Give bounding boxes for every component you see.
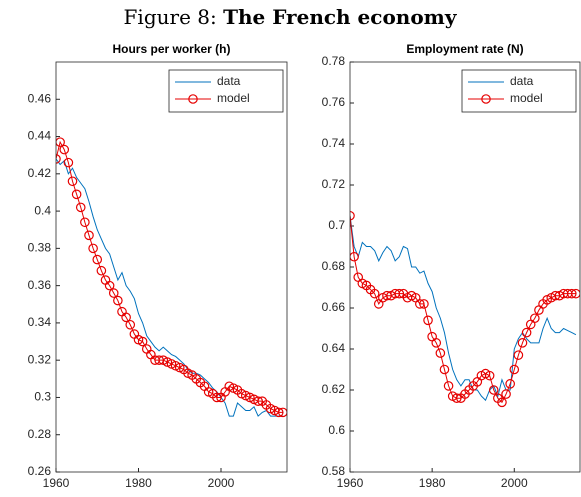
marker	[350, 251, 359, 262]
y-tick-label: 0.76	[322, 95, 346, 109]
plot-area	[350, 210, 580, 408]
y-tick-label: 0.66	[322, 300, 346, 314]
axes-title: Hours per worker (h)	[112, 42, 230, 56]
y-tick-label: 0.4	[34, 203, 51, 217]
series-line	[56, 158, 283, 417]
marker	[273, 407, 284, 418]
marker	[443, 381, 454, 391]
marker	[513, 350, 524, 360]
marker	[113, 295, 123, 306]
marker	[84, 230, 94, 241]
marker	[423, 315, 433, 326]
marker	[137, 336, 148, 347]
legend-label: model	[510, 91, 543, 105]
marker	[278, 407, 287, 418]
y-tick-label: 0.3	[34, 390, 51, 404]
axes-title: Employment rate (N)	[406, 42, 523, 56]
marker	[108, 288, 119, 298]
marker	[394, 288, 405, 299]
marker	[517, 338, 528, 348]
marker	[488, 385, 499, 395]
marker	[505, 379, 515, 389]
marker	[104, 280, 115, 291]
marker	[566, 288, 577, 299]
x-tick-label: 2000	[208, 476, 235, 490]
marker	[350, 210, 355, 221]
marker	[530, 313, 540, 324]
marker	[121, 312, 131, 323]
legend-marker	[188, 94, 198, 104]
marker	[509, 364, 520, 375]
y-tick-label: 0.26	[28, 464, 52, 478]
marker	[56, 154, 61, 164]
series-line	[56, 140, 283, 413]
marker	[253, 396, 263, 406]
legend-label: model	[217, 91, 250, 105]
marker	[56, 137, 65, 147]
marker	[484, 370, 495, 381]
y-tick-label: 0.62	[322, 382, 346, 396]
y-tick-label: 0.6	[328, 423, 345, 437]
marker	[439, 364, 450, 375]
axes-box	[349, 61, 581, 473]
marker	[88, 243, 98, 254]
marker	[497, 397, 507, 408]
y-tick-label: 0.34	[28, 315, 52, 329]
x-tick-label: 1960	[337, 476, 364, 490]
marker	[435, 348, 446, 358]
plot-area	[56, 137, 287, 418]
marker	[96, 265, 107, 276]
y-tick-label: 0.32	[28, 352, 52, 366]
y-tick-label: 0.38	[28, 241, 52, 255]
y-tick-label: 0.72	[322, 177, 346, 191]
marker	[501, 389, 511, 399]
marker	[75, 202, 86, 213]
y-tick-label: 0.74	[322, 136, 346, 150]
y-tick-label: 0.64	[322, 341, 346, 355]
marker	[415, 299, 425, 309]
marker	[212, 392, 222, 403]
y-tick-label: 0.44	[28, 129, 52, 143]
legend-label: data	[510, 74, 534, 88]
marker	[80, 217, 90, 228]
axes-box	[55, 61, 288, 473]
y-tick-label: 0.28	[28, 427, 52, 441]
x-tick-label: 1960	[43, 476, 70, 490]
x-tick-label: 2000	[501, 476, 528, 490]
y-tick-label: 0.36	[28, 278, 52, 292]
marker	[63, 157, 74, 168]
series-line	[350, 215, 577, 402]
marker	[431, 338, 442, 348]
marker	[92, 254, 103, 265]
x-tick-label: 1980	[125, 476, 152, 490]
figure-label: Figure 8:	[124, 5, 217, 29]
legend-marker	[481, 94, 491, 104]
marker	[67, 176, 78, 187]
legend-box	[168, 69, 284, 113]
y-tick-label: 0.7	[328, 218, 345, 232]
y-tick-label: 0.42	[28, 166, 52, 180]
marker	[71, 189, 82, 200]
y-tick-label: 0.58	[322, 464, 346, 478]
marker	[521, 327, 532, 338]
y-tick-label: 0.78	[322, 54, 346, 68]
marker	[125, 319, 136, 330]
figure-title: Figure 8: The French economy	[124, 5, 458, 29]
legend-label: data	[217, 74, 241, 88]
y-tick-label: 0.68	[322, 259, 346, 273]
series-line	[350, 215, 576, 404]
marker	[571, 288, 580, 299]
figure-heading: The French economy	[223, 5, 458, 29]
marker	[369, 288, 380, 299]
marker	[419, 299, 429, 309]
marker	[451, 393, 462, 403]
legend-box	[461, 69, 577, 113]
marker	[59, 144, 70, 155]
x-tick-label: 1980	[419, 476, 446, 490]
y-tick-label: 0.46	[28, 91, 52, 105]
